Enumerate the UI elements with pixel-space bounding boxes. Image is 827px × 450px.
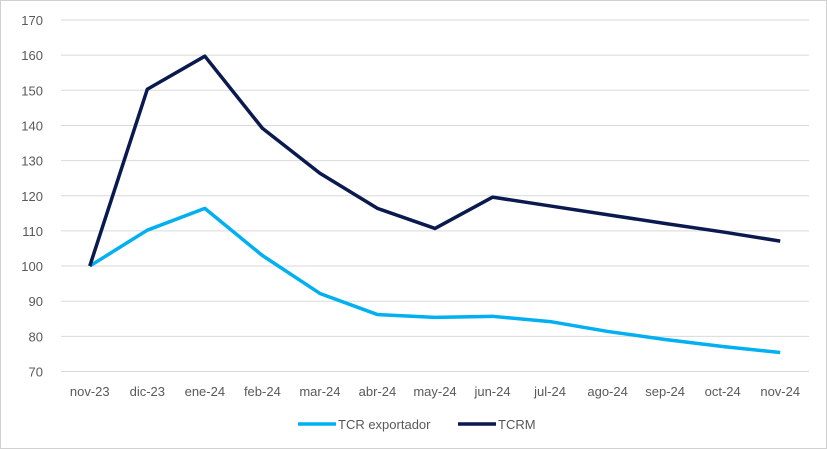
x-tick-label: may-24 <box>413 384 456 399</box>
y-tick-label: 140 <box>21 118 43 133</box>
x-tick-label: sep-24 <box>645 384 685 399</box>
y-tick-label: 110 <box>22 224 43 239</box>
x-tick-label: ene-24 <box>185 384 225 399</box>
y-tick-label: 100 <box>21 259 43 274</box>
x-tick-label: abr-24 <box>359 384 397 399</box>
series-line-tcrm <box>90 56 780 266</box>
x-tick-label: ago-24 <box>587 384 627 399</box>
x-tick-label: feb-24 <box>244 384 281 399</box>
x-tick-label: dic-23 <box>130 384 165 399</box>
y-tick-label: 80 <box>29 329 43 344</box>
x-tick-label: jun-24 <box>473 384 510 399</box>
x-tick-label: nov-24 <box>760 384 800 399</box>
x-tick-label: nov-23 <box>70 384 110 399</box>
y-tick-label: 130 <box>21 154 43 169</box>
y-tick-label: 170 <box>21 13 43 28</box>
y-tick-label: 70 <box>29 365 43 380</box>
y-tick-label: 160 <box>21 48 43 63</box>
x-tick-label: mar-24 <box>299 384 340 399</box>
legend-label: TCRM <box>498 417 536 432</box>
y-tick-label: 90 <box>29 294 43 309</box>
y-tick-label: 120 <box>21 189 43 204</box>
x-tick-label: oct-24 <box>705 384 741 399</box>
y-tick-label: 150 <box>21 83 43 98</box>
legend-label: TCR exportador <box>338 417 431 432</box>
x-tick-label: jul-24 <box>533 384 566 399</box>
